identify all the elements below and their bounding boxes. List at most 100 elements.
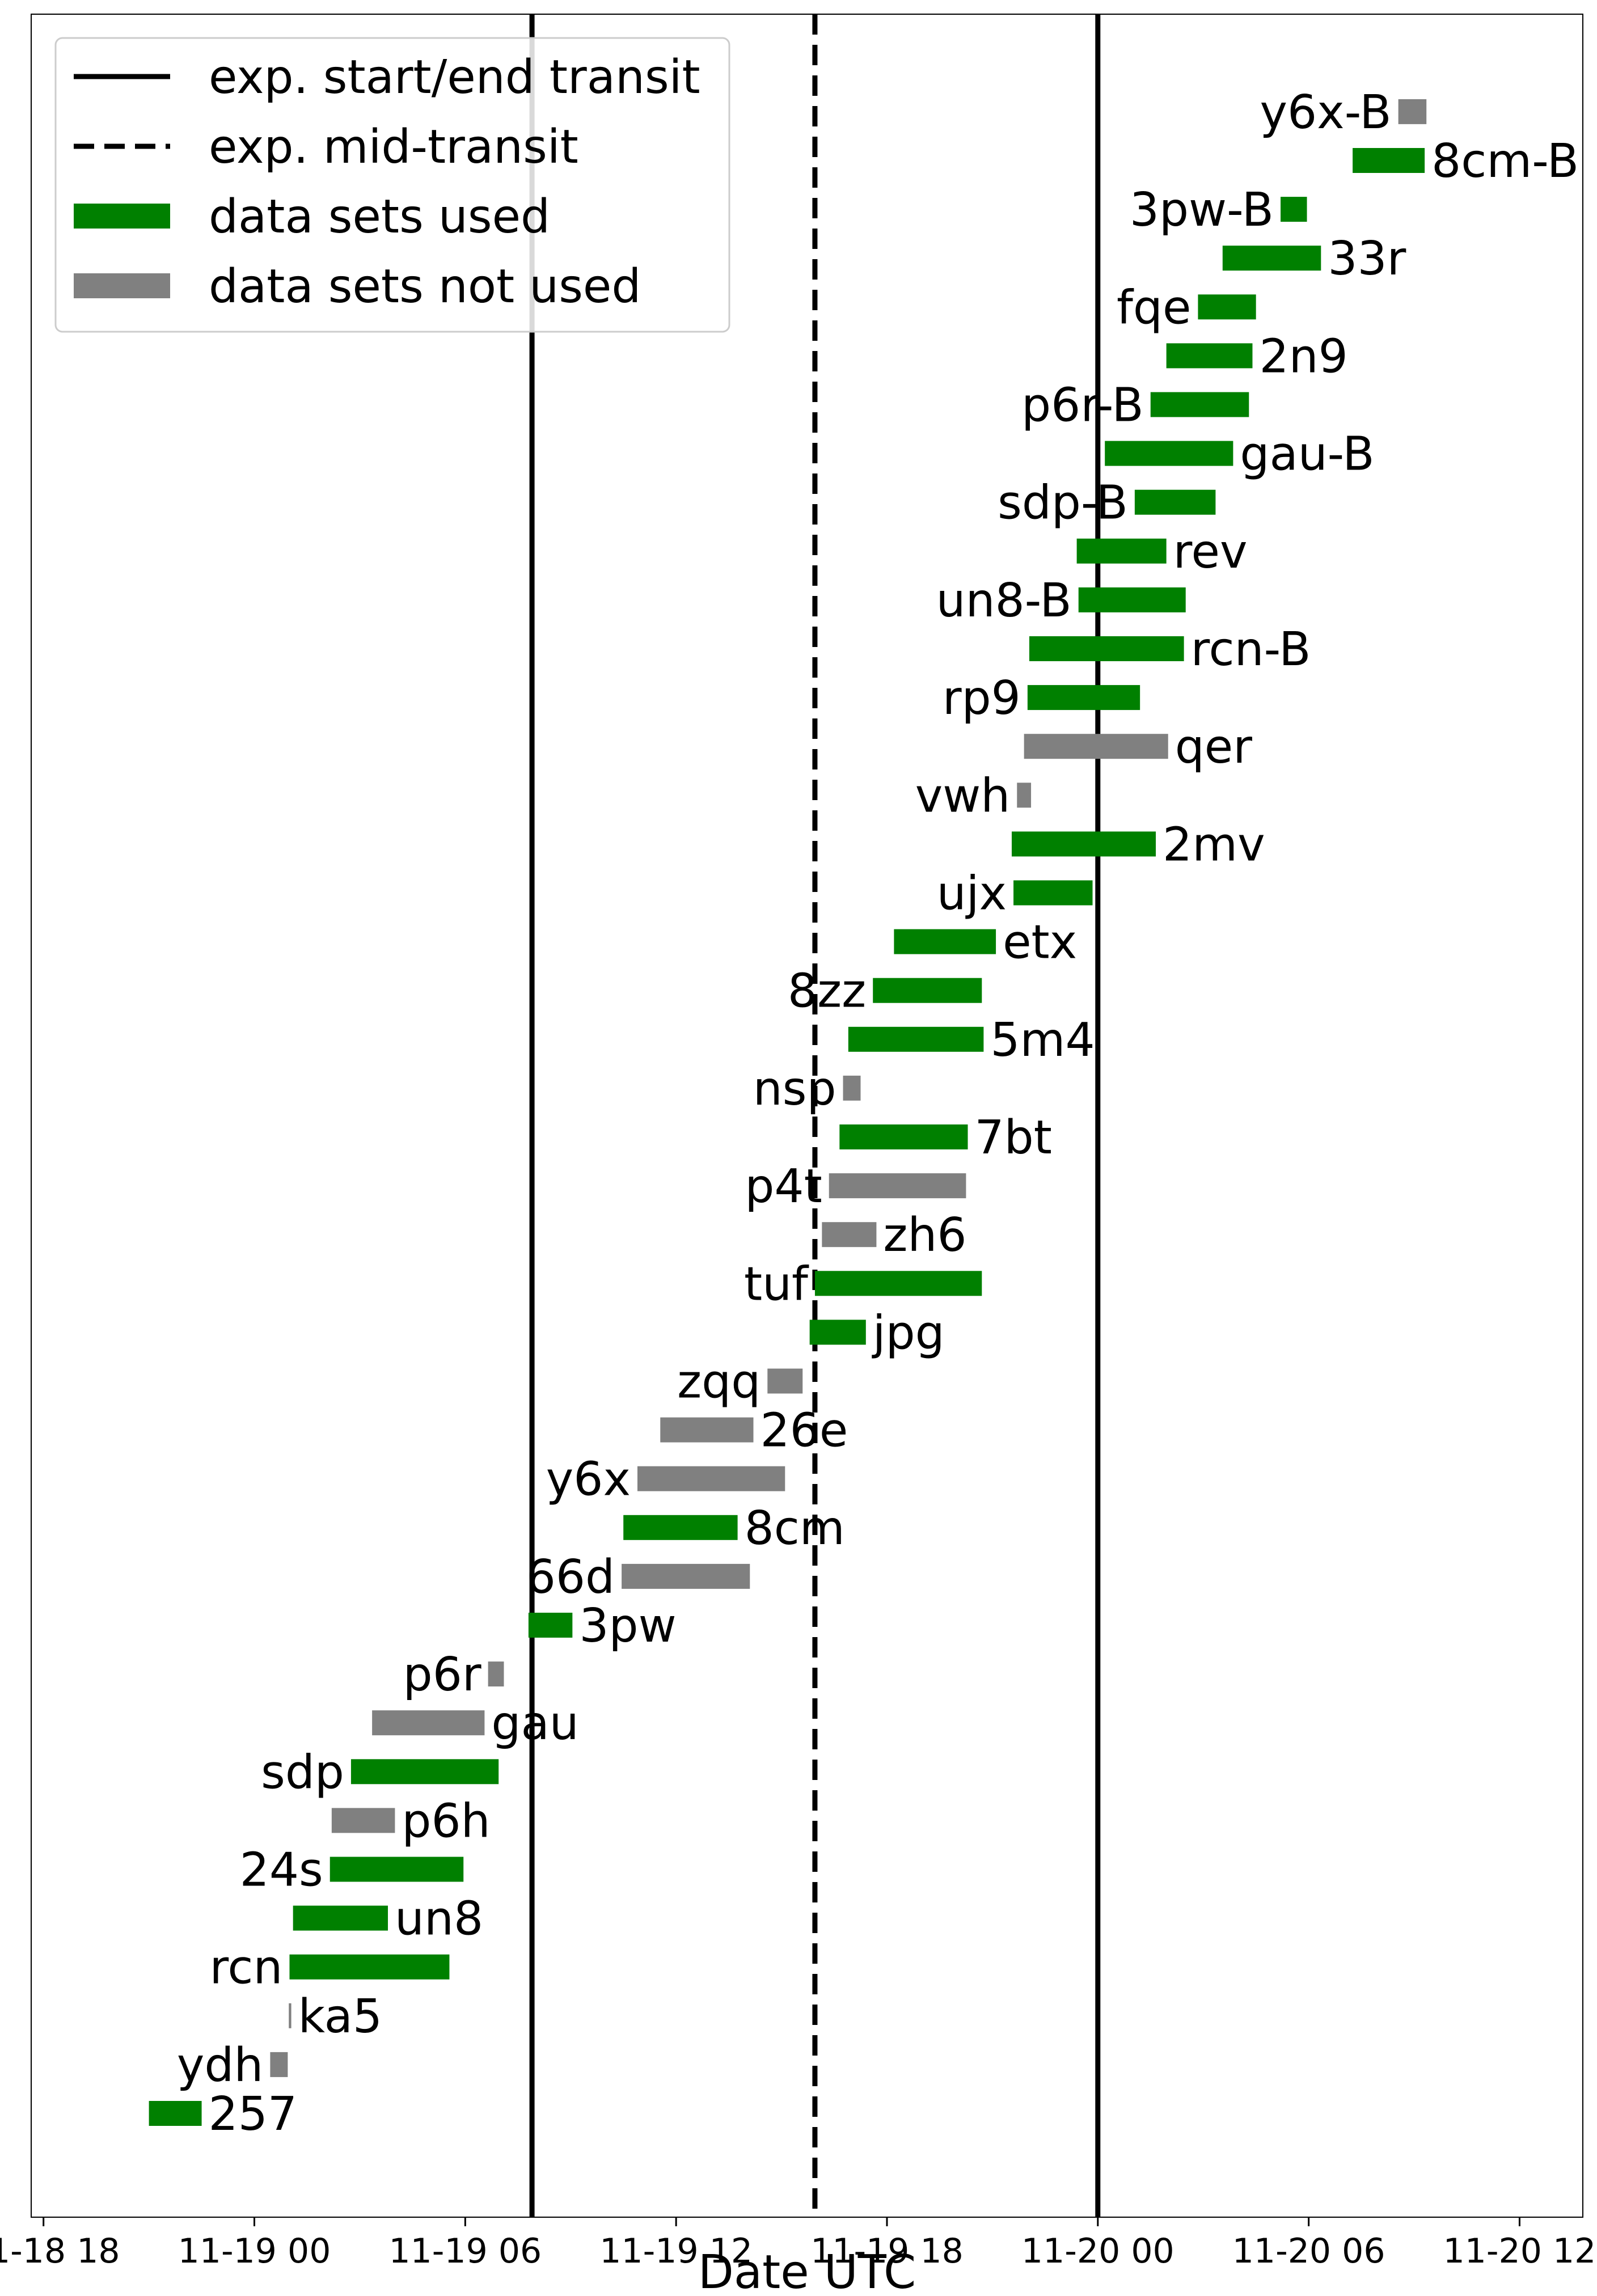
bar-ka5 — [289, 2003, 291, 2028]
bar-257 — [149, 2101, 202, 2126]
bar-label-sdp-B: sdp-B — [998, 476, 1128, 530]
bar-rev — [1076, 538, 1167, 564]
legend-label: data sets not used — [209, 260, 641, 314]
bar-p6h — [331, 1808, 395, 1833]
bar-label-2mv: 2mv — [1163, 818, 1265, 872]
legend-swatch-bar — [74, 204, 170, 229]
x-tick-label: 11-19 06 — [388, 2231, 542, 2271]
bar-label-66d: 66d — [526, 1550, 615, 1604]
bar-label-p6r-B: p6r-B — [1021, 379, 1144, 433]
bar-label-un8: un8 — [395, 1892, 483, 1946]
x-tick-label: 11-19 18 — [810, 2231, 964, 2271]
bar-un8-B — [1078, 587, 1186, 612]
bar-nsp — [843, 1075, 861, 1101]
bar-label-ujx: ujx — [937, 867, 1007, 921]
bar-8cm-B — [1353, 148, 1425, 173]
legend: exp. start/end transit exp. mid-transit da… — [54, 37, 730, 333]
x-tick-label: 11-19 00 — [178, 2231, 331, 2271]
bar-label-3pw: 3pw — [579, 1599, 676, 1653]
bar-26e — [660, 1417, 754, 1443]
bar-label-y6x-B: y6x-B — [1260, 86, 1391, 139]
bar-label-7bt: 7bt — [975, 1111, 1052, 1165]
bar-2n9 — [1166, 343, 1253, 369]
bar-vwh — [1017, 783, 1032, 808]
bar-3pw — [528, 1613, 573, 1638]
bar-label-2n9: 2n9 — [1259, 329, 1347, 383]
bar-label-y6x: y6x — [546, 1453, 631, 1507]
legend-label: data sets used — [209, 190, 550, 244]
bar-label-jpg: jpg — [872, 1306, 945, 1360]
bar-gau-B — [1105, 441, 1233, 466]
bar-p6r-B — [1150, 392, 1249, 417]
bar-66d — [622, 1563, 750, 1589]
bar-8zz — [873, 978, 982, 1003]
bar-33r — [1222, 246, 1321, 271]
bar-label-zqq: zqq — [677, 1355, 761, 1409]
bar-label-26e: 26e — [760, 1404, 848, 1458]
bar-8cm — [623, 1515, 738, 1540]
bar-fqe — [1198, 294, 1256, 320]
bar-ujx — [1013, 880, 1093, 906]
legend-swatch-bar — [74, 273, 170, 298]
legend-label: exp. start/end transit — [209, 50, 700, 104]
bar-label-33r: 33r — [1328, 232, 1406, 286]
bar-2mv — [1011, 831, 1156, 857]
legend-box — [54, 37, 730, 333]
bar-jpg — [809, 1320, 866, 1345]
legend-label: exp. mid-transit — [209, 120, 578, 174]
bar-zh6 — [822, 1222, 877, 1248]
bar-5m4 — [848, 1026, 984, 1052]
bar-label-etx: etx — [1003, 916, 1077, 970]
bar-label-zh6: zh6 — [883, 1208, 966, 1262]
bar-label-8cm-B: 8cm-B — [1431, 134, 1579, 188]
bar-label-rcn-B: rcn-B — [1191, 623, 1311, 676]
bar-rcn — [289, 1954, 450, 1980]
bar-label-gau-B: gau-B — [1240, 428, 1374, 481]
bar-7bt — [839, 1124, 968, 1149]
bar-label-rp9: rp9 — [943, 671, 1021, 725]
x-axis: 11-18 18 11-19 00 11-19 06 11-19 12 11-19 18… — [0, 2217, 1596, 2271]
bar-y6x — [637, 1466, 785, 1491]
bar-label-rev: rev — [1173, 525, 1248, 579]
bar-sdp — [350, 1759, 499, 1785]
bar-p6r — [488, 1661, 504, 1687]
plot-frame — [31, 14, 1583, 2218]
bar-label-p6h: p6h — [402, 1794, 490, 1848]
x-axis-label: Date UTC — [698, 2246, 916, 2296]
bar-label-tuf: tuf — [744, 1257, 809, 1311]
bar-p4t — [829, 1173, 966, 1199]
bar-label-257: 257 — [209, 2087, 298, 2141]
dataset-bars — [149, 99, 1427, 2126]
bar-label-p6r: p6r — [403, 1648, 481, 1702]
bar-label-fqe: fqe — [1117, 281, 1191, 335]
bar-rp9 — [1027, 685, 1140, 711]
bar-label-p4t: p4t — [745, 1160, 822, 1213]
bar-zqq — [767, 1368, 803, 1394]
bar-label-ydh: ydh — [177, 2039, 264, 2092]
bar-label-ka5: ka5 — [298, 1990, 382, 2044]
bar-label-3pw-B: 3pw-B — [1130, 183, 1274, 237]
bar-qer — [1024, 734, 1168, 759]
bar-label-8zz: 8zz — [788, 965, 866, 1018]
bar-3pw-B — [1281, 197, 1307, 222]
bar-label-un8-B: un8-B — [936, 574, 1072, 628]
bar-24s — [329, 1857, 464, 1882]
bar-gau — [372, 1710, 485, 1736]
bar-label-nsp: nsp — [753, 1062, 836, 1116]
x-tick-label: 11-20 06 — [1232, 2231, 1385, 2271]
bar-sdp-B — [1134, 489, 1216, 515]
bar-rcn-B — [1029, 636, 1184, 661]
bar-label-5m4: 5m4 — [990, 1013, 1095, 1067]
x-tick-label: 11-20 12 — [1443, 2231, 1596, 2271]
bar-label-sdp: sdp — [261, 1745, 344, 1799]
bar-label-8cm: 8cm — [745, 1502, 845, 1555]
bar-un8 — [293, 1905, 388, 1931]
bar-label-gau: gau — [491, 1697, 578, 1750]
bar-ydh — [270, 2052, 288, 2077]
reference-lines — [529, 14, 1101, 2217]
x-tick-label: 11-20 00 — [1021, 2231, 1174, 2271]
x-tick-label: 11-18 18 — [0, 2231, 120, 2271]
x-tick-label: 11-19 12 — [599, 2231, 753, 2271]
